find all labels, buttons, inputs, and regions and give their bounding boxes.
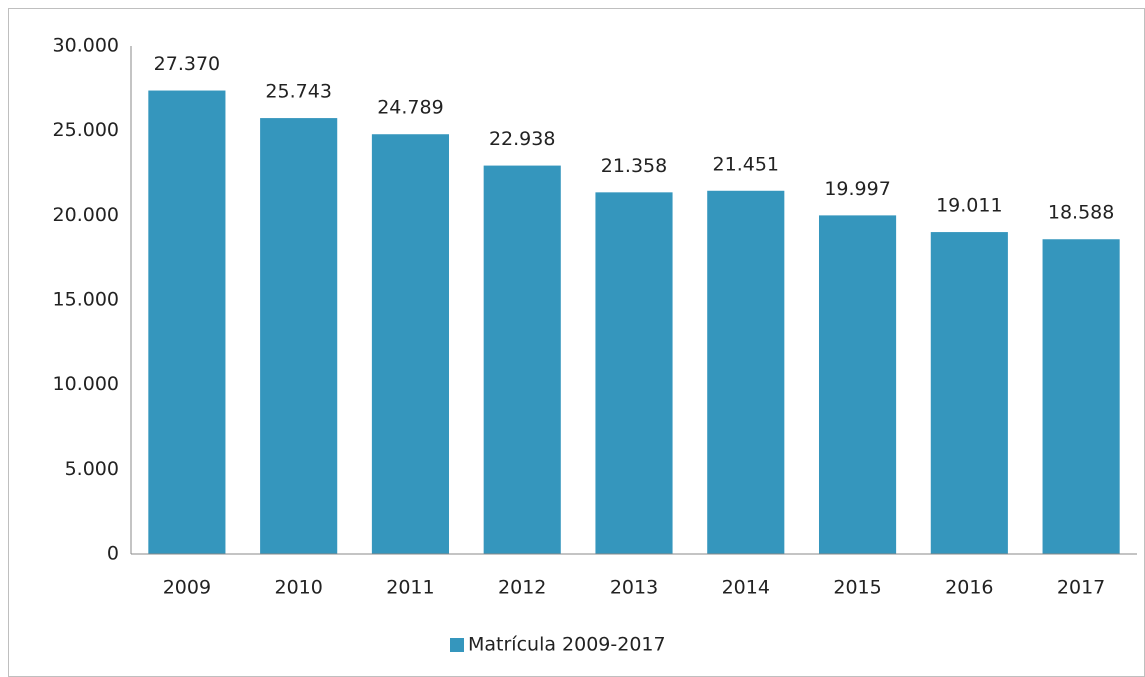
- bar: [930, 232, 1008, 555]
- bar: [371, 134, 450, 554]
- legend-label: Matrícula 2009-2017: [468, 634, 666, 656]
- y-tick-label: 0: [107, 543, 119, 565]
- data-label: 19.997: [824, 178, 890, 200]
- x-tick-label: 2015: [833, 577, 881, 599]
- bar: [483, 165, 561, 555]
- y-tick-label: 5.000: [65, 458, 119, 480]
- data-label: 27.370: [154, 53, 220, 75]
- x-tick-label: 2016: [945, 577, 993, 599]
- data-label: 25.743: [265, 81, 331, 103]
- data-label: 21.451: [713, 153, 779, 175]
- bar: [1042, 239, 1120, 554]
- data-label: 24.789: [377, 97, 443, 119]
- bar: [260, 118, 338, 554]
- bar: [818, 215, 897, 554]
- data-label: 22.938: [489, 128, 555, 150]
- y-tick-label: 20.000: [53, 204, 119, 226]
- x-tick-label: 2010: [274, 577, 322, 599]
- data-label: 18.588: [1048, 202, 1114, 224]
- y-tick-label: 25.000: [53, 119, 119, 141]
- bar: [707, 190, 785, 554]
- y-tick-label: 15.000: [53, 289, 119, 311]
- x-tick-label: 2014: [722, 577, 770, 599]
- data-label: 19.011: [936, 195, 1002, 217]
- bar: [595, 192, 673, 554]
- x-tick-label: 2017: [1057, 577, 1105, 599]
- x-tick-label: 2011: [386, 577, 434, 599]
- bar: [148, 90, 226, 554]
- data-label: 21.358: [601, 155, 667, 177]
- x-tick-label: 2013: [610, 577, 658, 599]
- legend-swatch: [450, 638, 464, 652]
- y-tick-label: 10.000: [53, 373, 119, 395]
- y-tick-label: 30.000: [53, 35, 119, 57]
- x-tick-label: 2012: [498, 577, 546, 599]
- x-tick-label: 2009: [163, 577, 211, 599]
